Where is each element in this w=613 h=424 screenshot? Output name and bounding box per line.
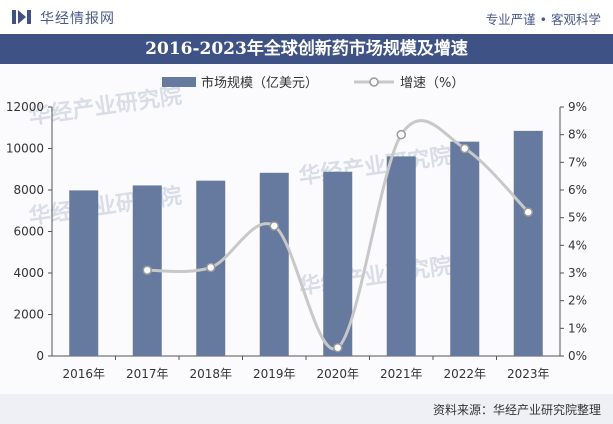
- y-right-tick-label: 1%: [568, 321, 587, 335]
- bar: [450, 141, 480, 356]
- y-left-tick-label: 2000: [13, 308, 44, 322]
- x-tick-label: 2020年: [316, 367, 359, 381]
- watermark-text: 华经产业研究院: [27, 83, 183, 130]
- slogan: 专业严谨 • 客观科学: [485, 12, 601, 27]
- bar: [69, 190, 99, 356]
- axes: 0 2000 4000 6000 8000 10000 12000 0% 1% 2% 3% 4% 5% 6…: [6, 100, 587, 381]
- y-right-tick-label: 4%: [568, 238, 587, 252]
- x-tick-label: 2021年: [380, 367, 423, 381]
- x-tick-label: 2022年: [443, 367, 486, 381]
- y-right-tick-label: 2%: [568, 294, 587, 308]
- growth-point: [142, 265, 152, 275]
- top-bar: 华经情报网 专业严谨 • 客观科学: [0, 0, 613, 34]
- y-right-tick-label: 8%: [568, 128, 587, 142]
- bar: [323, 171, 353, 356]
- x-tick-label: 2019年: [253, 367, 296, 381]
- bar: [386, 156, 416, 356]
- growth-point: [396, 129, 406, 140]
- bar: [259, 172, 289, 356]
- bar-series: [69, 130, 543, 356]
- growth-point: [333, 342, 343, 353]
- y-left-tick-label: 8000: [13, 183, 44, 197]
- chart-area: 华经产业研究院 华经产业研究院 华经产业研究院 华经产业研究院 市场规模（亿美元） 增速…: [0, 64, 613, 394]
- y-right-tick-label: 3%: [568, 266, 587, 280]
- x-tick-label: 2016年: [62, 367, 105, 381]
- growth-point: [206, 262, 216, 273]
- line-series: [142, 119, 533, 353]
- y-left-tick-label: 6000: [13, 225, 44, 239]
- y-left-tick-label: 0: [36, 349, 44, 363]
- title-bar: 2016-2023年全球创新药市场规模及增速: [0, 34, 613, 64]
- y-left-tick-label: 10000: [6, 142, 44, 156]
- y-right-tick-label: 7%: [568, 155, 587, 169]
- y-right-tick-label: 5%: [568, 211, 587, 225]
- legend-line-marker: [369, 77, 379, 87]
- y-left-tick-label: 12000: [6, 100, 44, 114]
- x-tick-label: 2018年: [189, 367, 232, 381]
- brand-name: 华经情报网: [40, 11, 115, 27]
- watermark-text: 华经产业研究院: [297, 143, 453, 190]
- growth-point: [523, 207, 533, 217]
- growth-point: [269, 221, 279, 231]
- y-left-tick-label: 4000: [13, 266, 44, 280]
- footer: 资料来源：华经产业研究院整理: [0, 394, 613, 424]
- x-tick-label: 2023年: [507, 367, 550, 381]
- y-right-tick-label: 6%: [568, 183, 587, 197]
- bar: [513, 130, 543, 356]
- watermark-text: 华经产业研究院: [297, 253, 453, 300]
- legend: 市场规模（亿美元） 增速（%）: [162, 75, 464, 91]
- y-right-tick-label: 0%: [568, 349, 587, 363]
- x-tick-label: 2017年: [126, 367, 169, 381]
- brand-logo-icon: [12, 10, 31, 24]
- legend-line-label: 增速（%）: [400, 76, 464, 91]
- y-right-tick-label: 9%: [568, 100, 587, 114]
- source-note: 资料来源：华经产业研究院整理: [432, 403, 601, 417]
- growth-point: [460, 143, 470, 154]
- legend-bar-swatch: [162, 77, 196, 87]
- chart-title: 2016-2023年全球创新药市场规模及增速: [145, 39, 468, 59]
- legend-bar-label: 市场规模（亿美元）: [201, 75, 318, 91]
